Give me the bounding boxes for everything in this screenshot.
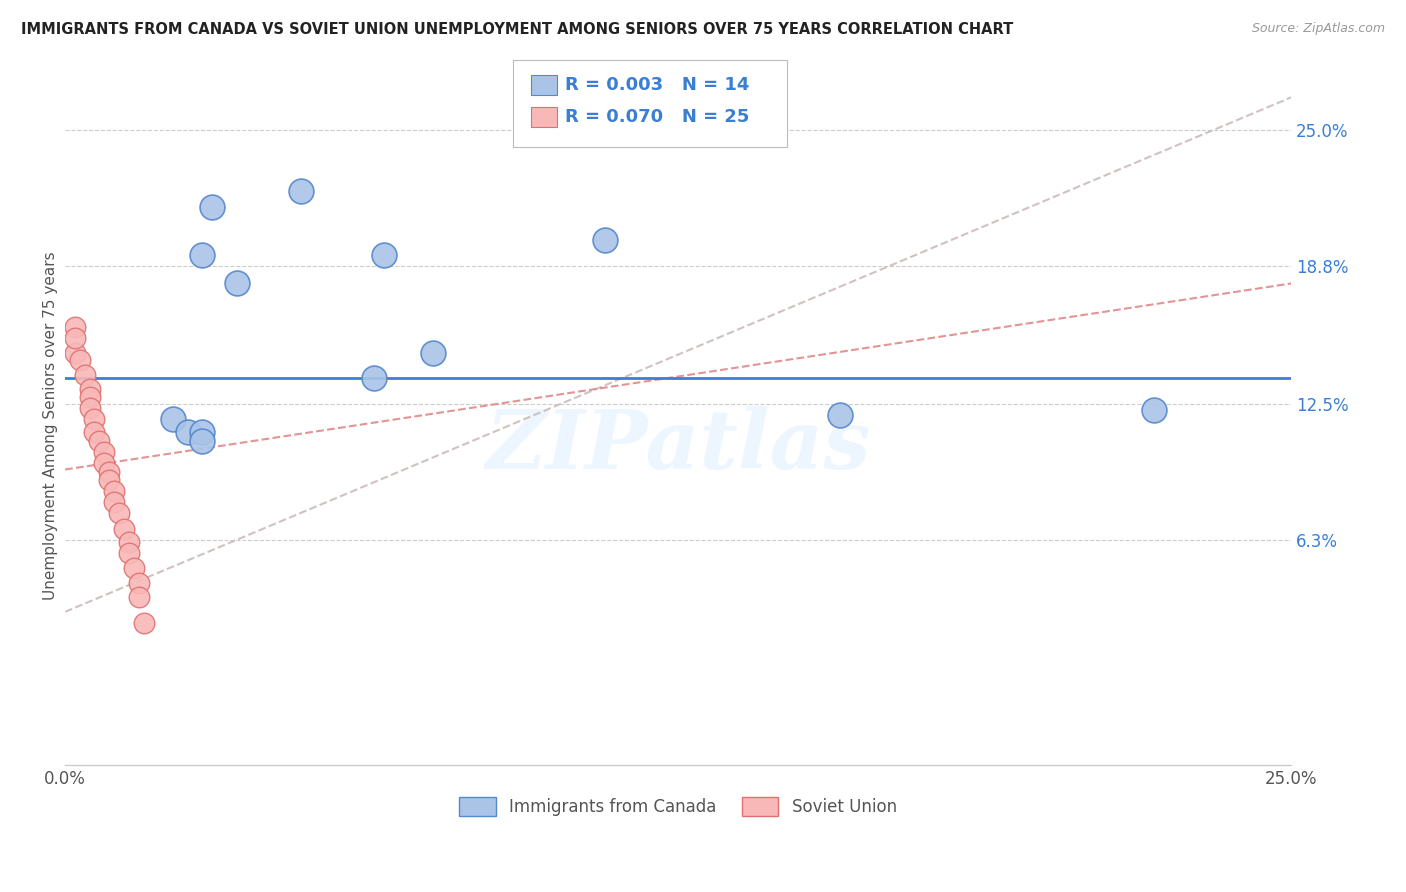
Point xyxy=(162,412,184,426)
Point xyxy=(122,561,145,575)
Point xyxy=(79,382,101,396)
Point xyxy=(112,522,135,536)
Point xyxy=(828,408,851,422)
Point xyxy=(69,353,91,368)
Text: ZIPatlas: ZIPatlas xyxy=(485,406,870,486)
Point xyxy=(593,233,616,247)
Point xyxy=(93,456,115,470)
Point xyxy=(191,248,214,262)
Text: Source: ZipAtlas.com: Source: ZipAtlas.com xyxy=(1251,22,1385,36)
Point xyxy=(98,474,121,488)
Point xyxy=(422,346,444,360)
Point xyxy=(98,465,121,479)
Point xyxy=(93,445,115,459)
Point xyxy=(63,331,86,345)
Point xyxy=(118,534,141,549)
Legend: Immigrants from Canada, Soviet Union: Immigrants from Canada, Soviet Union xyxy=(453,790,904,822)
Point xyxy=(79,401,101,416)
Point xyxy=(128,576,150,591)
Point xyxy=(176,425,198,440)
Point xyxy=(373,248,395,262)
Point xyxy=(201,200,224,214)
Point xyxy=(73,368,96,383)
Point xyxy=(191,425,214,440)
Point xyxy=(290,185,312,199)
Point xyxy=(103,495,125,509)
Point xyxy=(1143,403,1166,417)
Point xyxy=(63,346,86,360)
Point xyxy=(83,425,105,440)
Point xyxy=(132,615,155,630)
Point xyxy=(89,434,111,448)
Y-axis label: Unemployment Among Seniors over 75 years: Unemployment Among Seniors over 75 years xyxy=(44,252,58,600)
Point xyxy=(363,370,385,384)
Point xyxy=(191,434,214,448)
Point xyxy=(108,506,131,520)
Point xyxy=(103,484,125,499)
Point xyxy=(118,546,141,560)
Point xyxy=(225,277,247,291)
Point xyxy=(63,320,86,334)
Point xyxy=(128,590,150,604)
Point xyxy=(79,390,101,404)
Point xyxy=(83,412,105,426)
Text: R = 0.070   N = 25: R = 0.070 N = 25 xyxy=(565,108,749,126)
Text: R = 0.003   N = 14: R = 0.003 N = 14 xyxy=(565,76,749,94)
Text: IMMIGRANTS FROM CANADA VS SOVIET UNION UNEMPLOYMENT AMONG SENIORS OVER 75 YEARS : IMMIGRANTS FROM CANADA VS SOVIET UNION U… xyxy=(21,22,1014,37)
